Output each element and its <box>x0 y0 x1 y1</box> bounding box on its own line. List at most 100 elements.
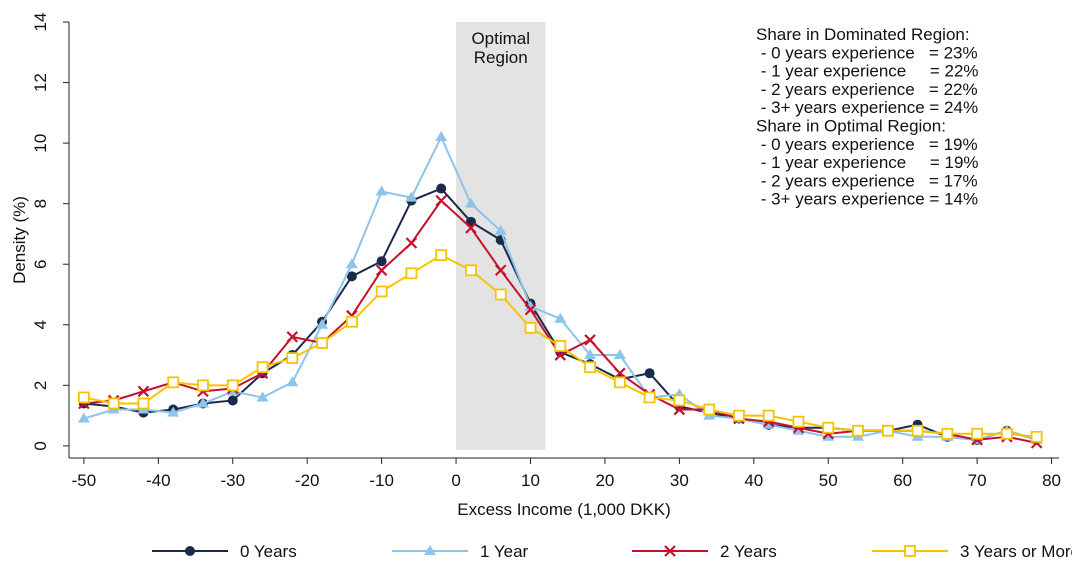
marker <box>405 237 418 249</box>
marker <box>375 285 388 298</box>
marker <box>1000 427 1013 440</box>
marker <box>524 303 537 316</box>
marker <box>494 224 507 235</box>
marker <box>196 397 209 408</box>
marker <box>762 409 775 422</box>
legend-label: 0 Years <box>240 542 297 561</box>
region-label: Optimal <box>471 29 530 48</box>
marker <box>673 394 686 407</box>
annotation-line: Share in Dominated Region: <box>756 25 970 44</box>
marker <box>167 406 180 417</box>
marker <box>256 391 269 402</box>
marker <box>643 391 656 404</box>
marker <box>286 331 299 343</box>
x-tick-label: -10 <box>369 471 394 490</box>
marker <box>345 258 358 269</box>
marker <box>405 191 418 202</box>
marker <box>494 288 507 301</box>
x-tick-label: -20 <box>295 471 320 490</box>
marker <box>524 321 537 334</box>
marker <box>345 315 358 328</box>
marker <box>227 395 238 406</box>
marker <box>316 337 328 349</box>
marker <box>405 267 418 280</box>
marker <box>904 545 916 557</box>
y-tick-label: 6 <box>31 259 50 268</box>
marker <box>435 131 448 142</box>
marker <box>584 334 596 346</box>
marker <box>464 197 477 208</box>
marker <box>664 545 676 557</box>
y-tick-label: 8 <box>31 199 50 208</box>
marker <box>911 424 924 437</box>
y-tick-label: 4 <box>31 320 50 329</box>
marker <box>613 349 626 360</box>
marker <box>1030 430 1043 443</box>
y-tick-label: 14 <box>31 13 50 32</box>
marker <box>644 368 655 379</box>
x-tick-label: 30 <box>670 471 689 490</box>
x-tick-label: -30 <box>220 471 245 490</box>
marker <box>435 249 448 262</box>
marker <box>554 340 567 352</box>
x-tick-label: 60 <box>893 471 912 490</box>
marker <box>424 545 436 555</box>
marker <box>584 361 596 374</box>
marker <box>197 379 209 392</box>
legend-label: 1 Year <box>480 542 529 561</box>
annotation-line: - 2 years experience = 22% <box>756 80 978 99</box>
marker <box>286 352 299 364</box>
x-tick-label: -50 <box>72 471 97 490</box>
y-axis-label: Density (%) <box>10 196 29 284</box>
marker <box>77 412 90 423</box>
marker <box>256 361 269 374</box>
y-tick-label: 10 <box>31 134 50 153</box>
x-tick-label: 20 <box>595 471 614 490</box>
y-tick-label: 2 <box>31 381 50 390</box>
marker <box>107 397 120 410</box>
x-tick-label: 50 <box>819 471 838 490</box>
marker <box>226 379 239 392</box>
marker <box>346 271 357 282</box>
marker <box>822 421 835 434</box>
marker <box>494 264 507 277</box>
marker <box>436 183 447 194</box>
marker <box>375 185 388 196</box>
annotation-line: - 1 year experience = 22% <box>756 62 979 81</box>
annotation-line: - 2 years experience = 17% <box>756 171 978 190</box>
marker <box>465 264 477 277</box>
annotation-line: - 3+ years experience = 24% <box>756 98 978 117</box>
region-label: Region <box>474 48 528 67</box>
x-tick-label: 10 <box>521 471 540 490</box>
x-tick-label: 70 <box>968 471 987 490</box>
marker <box>792 415 805 428</box>
annotation-line: - 3+ years experience = 14% <box>756 190 978 209</box>
marker <box>137 397 150 410</box>
annotation-line: - 1 year experience = 19% <box>756 153 979 172</box>
x-axis-label: Excess Income (1,000 DKK) <box>457 500 671 519</box>
marker <box>733 409 745 422</box>
marker <box>465 222 477 234</box>
marker <box>881 424 894 437</box>
annotation-line: - 0 years experience = 23% <box>756 43 978 62</box>
y-tick-label: 0 <box>31 441 50 450</box>
x-tick-label: 40 <box>744 471 763 490</box>
marker <box>703 403 716 416</box>
marker <box>137 385 150 398</box>
marker <box>971 427 984 440</box>
marker <box>584 349 597 360</box>
annotation-line: - 0 years experience = 19% <box>756 135 978 154</box>
x-tick-label: -40 <box>146 471 171 490</box>
marker <box>167 376 180 389</box>
marker <box>941 427 954 440</box>
x-tick-label: 80 <box>1042 471 1061 490</box>
marker <box>852 424 864 437</box>
marker <box>376 256 387 267</box>
marker <box>286 376 299 387</box>
marker <box>185 546 195 556</box>
legend-label: 2 Years <box>720 542 777 561</box>
marker <box>613 376 626 389</box>
annotation-line: Share in Optimal Region: <box>756 117 946 136</box>
marker <box>554 312 567 323</box>
